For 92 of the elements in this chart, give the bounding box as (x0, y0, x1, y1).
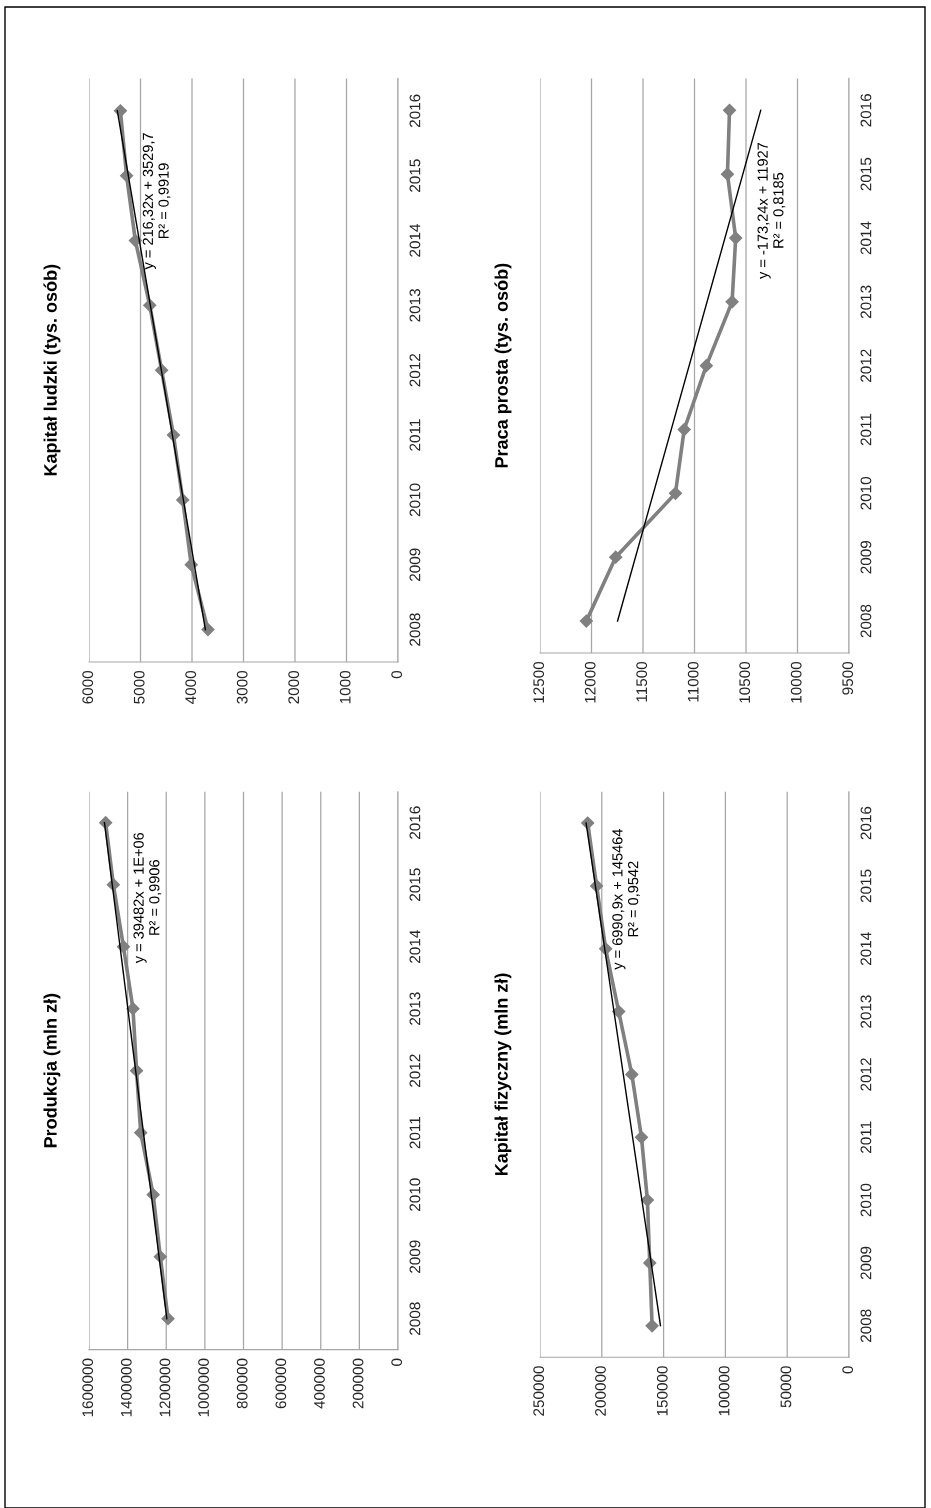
y-tick-label: 2012 (860, 349, 872, 382)
y-tick-label: 2009 (409, 1240, 421, 1273)
y-tick-label: 2012 (860, 1058, 872, 1091)
point (677, 422, 691, 437)
y-tick-label: 2016 (409, 806, 421, 839)
x-tick-label: 4000 (185, 670, 197, 704)
y-tick-label: 2010 (409, 483, 421, 517)
y-tick-label: 2015 (860, 157, 872, 191)
y-tick-label: 2015 (409, 159, 421, 192)
point (161, 1312, 175, 1326)
y-tick-label: 2016 (860, 94, 872, 127)
y-tick-label: 2013 (860, 285, 872, 319)
annotation: y = 6990,9x + 145464 R² = 0,9542 (612, 829, 641, 970)
x-tick-label: 800000 (236, 1358, 248, 1409)
x-tick-label: 12000 (584, 661, 596, 703)
x-tick-label: 200000 (595, 1366, 606, 1416)
y-tick-label: 2014 (860, 221, 872, 255)
x-tick-label: 1400000 (120, 1358, 132, 1417)
y-tick-label: 2015 (409, 868, 421, 901)
point (113, 104, 128, 118)
point (668, 486, 683, 500)
x-tick-label: 200000 (352, 1358, 364, 1409)
y-tick-label: 2013 (860, 995, 872, 1028)
x-tick-label: 600000 (275, 1358, 287, 1409)
point (128, 233, 142, 248)
x-tick-label: 250000 (533, 1366, 545, 1416)
point (645, 1319, 659, 1333)
y-tick-label: 2012 (409, 1054, 421, 1087)
point (612, 1005, 626, 1019)
x-tick-label: 9500 (842, 661, 854, 695)
y-tick-label: 2010 (860, 1183, 872, 1217)
point (640, 1193, 654, 1207)
y-tick-label: 2013 (409, 289, 421, 322)
x-tick-label: 1600000 (82, 1358, 94, 1417)
x-tick-label: 3000 (236, 670, 248, 704)
y-tick-label: 2014 (860, 932, 872, 966)
x-tick-label: 0 (391, 670, 403, 679)
y-tick-label: 2016 (409, 94, 421, 128)
text: Kapitał ludzki (tys. osób) (43, 264, 61, 476)
x-tick-label: 50000 (780, 1366, 792, 1408)
text: Praca prosta (tys. osób) (494, 263, 512, 468)
y-tick-label: 2011 (409, 1116, 421, 1149)
point (729, 231, 743, 245)
x-tick-label: 1200000 (159, 1358, 171, 1417)
point (201, 623, 215, 637)
text: Produkcja (mln zł) (43, 993, 61, 1148)
annotation: y = 216,32x + 3529,7 R² = 0,9919 (142, 133, 171, 270)
y-tick-label: 2009 (860, 1246, 872, 1280)
x-tick-label: 0 (391, 1358, 403, 1366)
y-tick-label: 2014 (409, 930, 421, 963)
y-tick-label: 2013 (409, 992, 421, 1025)
y-tick-label: 2014 (409, 223, 421, 257)
x-tick-label: 10000 (790, 661, 802, 703)
x-tick-label: 12500 (533, 661, 545, 703)
point (725, 295, 739, 309)
x-tick-label: 10500 (739, 661, 751, 703)
annotation: y = 39482x + 1E+06 R² = 0,9906 (133, 832, 162, 964)
x-tick-label: 1000000 (198, 1358, 209, 1417)
x-tick-label: 400000 (314, 1358, 325, 1409)
x-tick-label: 11000 (687, 661, 699, 702)
y-tick-label: 2015 (860, 869, 872, 903)
x-tick-label: 11500 (636, 661, 648, 702)
y-tick-label: 2008 (409, 613, 421, 646)
y-tick-label: 2011 (409, 419, 421, 451)
y-tick-label: 2012 (409, 353, 421, 387)
y-tick-label: 2011 (860, 1121, 872, 1153)
y-tick-label: 2016 (860, 806, 872, 840)
y-tick-label: 2008 (860, 604, 872, 638)
point (126, 1002, 140, 1016)
x-tick-label: 5000 (133, 670, 145, 704)
y-tick-label: 2008 (409, 1302, 421, 1335)
point (634, 1130, 649, 1144)
point (699, 359, 713, 373)
x-tick-label: 0 (842, 1366, 854, 1374)
point (579, 614, 593, 628)
x-tick-label: 6000 (82, 670, 94, 704)
y-tick-label: 2011 (860, 413, 872, 446)
x-tick-label: 150000 (656, 1366, 668, 1416)
y-tick-label: 2008 (860, 1309, 872, 1343)
y-tick-label: 2010 (860, 476, 872, 510)
x-tick-label: 100000 (718, 1366, 730, 1416)
x-tick-label: 1000 (339, 670, 351, 704)
point (625, 1067, 639, 1082)
y-tick-label: 2009 (860, 540, 872, 574)
x-tick-label: 2000 (288, 670, 300, 704)
point (722, 103, 737, 117)
point (720, 167, 735, 181)
text: Kapitał fizyczny (mln zł) (494, 973, 512, 1176)
y-tick-label: 2009 (409, 548, 421, 581)
point (609, 550, 623, 564)
y-tick-label: 2010 (409, 1178, 421, 1211)
annotation: y = -173,24x + 11927 R² = 0,8185 (757, 142, 786, 279)
